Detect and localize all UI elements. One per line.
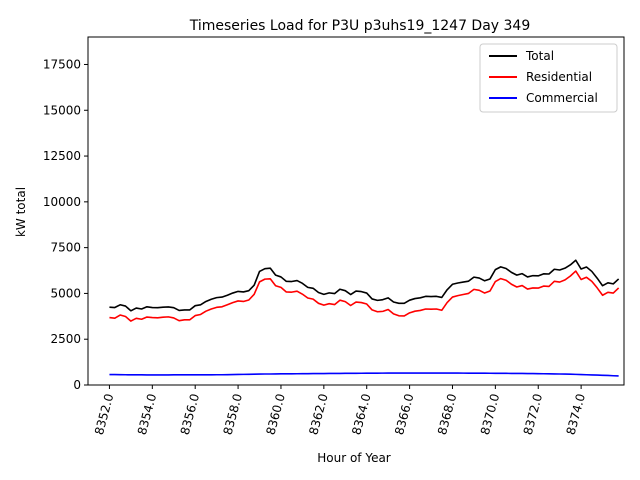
- series-line-residential: [109, 270, 620, 322]
- y-tick-label: 5000: [50, 286, 81, 300]
- chart-title: Timeseries Load for P3U p3uhs19_1247 Day…: [189, 18, 531, 34]
- y-tick-label: 15000: [43, 103, 81, 117]
- legend: Total Residential Commercial: [479, 43, 618, 113]
- y-tick-label: 0: [73, 378, 81, 392]
- legend-box: [479, 43, 618, 113]
- axes-frame: [87, 36, 625, 386]
- y-tick-label: 2500: [50, 332, 81, 346]
- y-tick-label: 17500: [43, 57, 81, 71]
- legend-label-total: Total: [525, 49, 554, 63]
- x-axis-label: Hour of Year: [317, 451, 391, 465]
- legend-label-commercial: Commercial: [526, 91, 598, 105]
- y-axis-label: kW total: [14, 187, 28, 237]
- y-tick-label: 12500: [43, 149, 81, 163]
- legend-label-residential: Residential: [526, 70, 592, 84]
- y-tick-label: 10000: [43, 195, 81, 209]
- series-line-total: [109, 259, 620, 312]
- y-tick-label: 7500: [50, 241, 81, 255]
- series-line-commercial: [109, 372, 619, 377]
